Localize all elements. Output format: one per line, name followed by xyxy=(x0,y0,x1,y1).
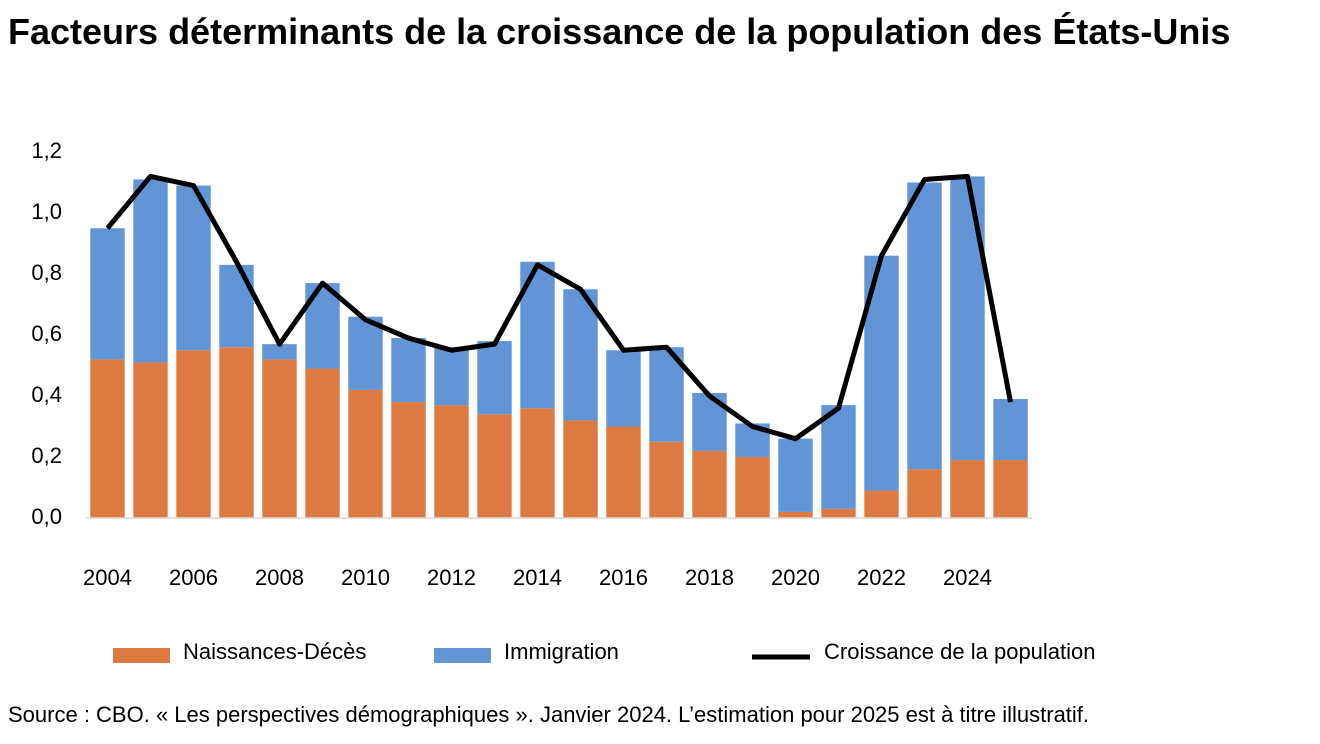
legend-label: Croissance de la population xyxy=(824,639,1096,664)
bar xyxy=(391,338,426,403)
x-tick-label: 2014 xyxy=(513,565,562,590)
y-tick-label: 1,2 xyxy=(31,138,62,163)
y-tick-label: 0,2 xyxy=(31,443,62,468)
bar xyxy=(563,420,598,518)
bar xyxy=(348,389,383,518)
bar xyxy=(907,469,942,518)
x-tick-label: 2008 xyxy=(255,565,304,590)
bar xyxy=(477,341,512,415)
line-series xyxy=(105,173,1013,442)
x-tick-label: 2020 xyxy=(771,565,820,590)
source-note: Source : CBO. « Les perspectives démogra… xyxy=(8,702,1090,727)
bar xyxy=(993,399,1028,461)
bar xyxy=(993,460,1028,518)
x-tick-label: 2010 xyxy=(341,565,390,590)
x-tick-label: 2016 xyxy=(599,565,648,590)
bar xyxy=(477,414,512,518)
bar xyxy=(778,511,813,518)
chart-title: Facteurs déterminants de la croissance d… xyxy=(8,11,1231,52)
legend-label: Immigration xyxy=(504,639,619,664)
bar xyxy=(649,441,684,518)
bar xyxy=(90,228,125,360)
bar xyxy=(520,408,555,518)
bar xyxy=(778,438,813,512)
bar xyxy=(735,457,770,518)
x-tick-label: 2012 xyxy=(427,565,476,590)
x-tick-label: 2004 xyxy=(83,565,132,590)
x-tick-label: 2006 xyxy=(169,565,218,590)
y-tick-label: 0,8 xyxy=(31,260,62,285)
bar xyxy=(563,289,598,421)
bar xyxy=(262,344,297,360)
bar xyxy=(305,368,340,518)
x-tick-label: 2022 xyxy=(857,565,906,590)
bar xyxy=(348,316,383,390)
bar xyxy=(90,359,125,518)
bar xyxy=(821,508,856,518)
bar xyxy=(219,264,254,348)
bar xyxy=(950,460,985,518)
bar xyxy=(950,176,985,461)
y-tick-label: 1,0 xyxy=(31,199,62,224)
bar xyxy=(391,402,426,518)
legend-label: Naissances-Décès xyxy=(183,639,366,664)
bar xyxy=(692,450,727,518)
bar xyxy=(262,359,297,518)
bar xyxy=(176,350,211,518)
legend-swatch xyxy=(113,648,170,663)
bar xyxy=(907,182,942,470)
bar xyxy=(133,362,168,518)
bar xyxy=(434,347,469,406)
y-tick-label: 0,4 xyxy=(31,382,62,407)
bar xyxy=(133,179,168,363)
legend-swatch xyxy=(434,648,491,663)
x-tick-label: 2024 xyxy=(943,565,992,590)
y-tick-label: 0,0 xyxy=(31,504,62,529)
x-tick-label: 2018 xyxy=(685,565,734,590)
bar xyxy=(821,405,856,509)
bar xyxy=(606,426,641,518)
y-tick-label: 0,6 xyxy=(31,321,62,346)
bar xyxy=(434,405,469,518)
bar xyxy=(219,347,254,518)
bar xyxy=(864,490,899,518)
bar xyxy=(606,350,641,427)
bar xyxy=(176,185,211,351)
